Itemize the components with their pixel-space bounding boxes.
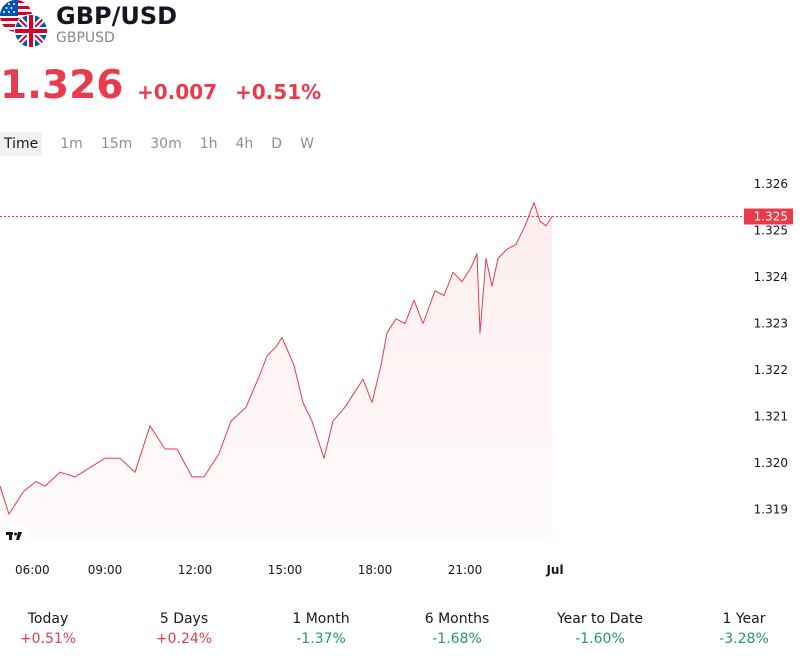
- y-tick-label: 1.320: [754, 456, 788, 470]
- period-label: 5 Days: [159, 611, 209, 627]
- uk-flag-icon: [15, 15, 47, 47]
- period-label: 1 Month: [292, 611, 350, 627]
- y-tick-label: 1.324: [754, 270, 788, 284]
- last-price-badge-label: 1.325: [754, 210, 788, 224]
- y-tick-label: 1.323: [754, 317, 788, 331]
- period-label: 1 Year: [722, 611, 766, 627]
- last-price: 1.326: [0, 63, 124, 108]
- tradingview-logo-icon[interactable]: [1, 523, 27, 549]
- change-absolute: +0.007: [137, 80, 218, 104]
- period-value: -1.60%: [575, 631, 625, 647]
- x-tick-label: 21:00: [448, 563, 483, 577]
- period-label: 6 Months: [424, 611, 490, 627]
- x-tick-label: 18:00: [358, 563, 393, 577]
- symbol-title: GBP/USD: [56, 2, 178, 30]
- performance-summary: Today +0.51% 5 Days +0.24% 1 Month -1.37…: [0, 608, 800, 656]
- symbol-header: GBP/USD GBPUSD: [0, 0, 800, 60]
- x-tick-label: 09:00: [88, 563, 123, 577]
- tab-d[interactable]: D: [271, 136, 283, 152]
- x-tick-label: 06:00: [15, 563, 50, 577]
- tab-15m[interactable]: 15m: [100, 136, 133, 152]
- period-1-year[interactable]: 1 Year -3.28%: [684, 608, 800, 648]
- period-6-months[interactable]: 6 Months -1.68%: [397, 608, 517, 648]
- tab-1m[interactable]: 1m: [60, 136, 83, 152]
- symbol-ticker: GBPUSD: [56, 30, 115, 46]
- x-tick-label: 15:00: [268, 563, 303, 577]
- tab-1h[interactable]: 1h: [199, 136, 218, 152]
- y-tick-label: 1.322: [754, 363, 788, 377]
- period-value: -1.37%: [296, 631, 346, 647]
- period-label: Today: [27, 611, 69, 627]
- y-axis: 1.319 1.320 1.321 1.322 1.323 1.324 1.325 1.326…: [744, 177, 793, 517]
- period-label: Year to Date: [556, 611, 644, 627]
- tab-w[interactable]: W: [300, 136, 314, 152]
- currency-flags: [0, 0, 50, 50]
- y-tick-label: 1.325: [754, 224, 788, 238]
- period-5-days[interactable]: 5 Days +0.24%: [124, 608, 244, 648]
- x-axis: 06:00 09:00 12:00 15:00 18:00 21:00 Jul: [15, 563, 564, 577]
- y-tick-label: 1.321: [754, 410, 788, 424]
- period-value: +0.24%: [155, 631, 213, 647]
- change-percent: +0.51%: [235, 80, 322, 104]
- period-value: +0.51%: [19, 631, 77, 647]
- y-tick-label: 1.319: [754, 503, 788, 517]
- last-price-badge: [744, 208, 793, 225]
- period-value: -3.28%: [719, 631, 769, 647]
- area-fill: [0, 202, 552, 542]
- price-line: [0, 202, 553, 515]
- period-1-month[interactable]: 1 Month -1.37%: [261, 608, 381, 648]
- period-today[interactable]: Today +0.51%: [0, 608, 108, 648]
- x-tick-label: Jul: [545, 563, 563, 577]
- period-value: -1.68%: [432, 631, 482, 647]
- x-tick-label: 12:00: [178, 563, 213, 577]
- interval-tabs: Time 1m 15m 30m 1h 4h D W: [0, 132, 324, 158]
- tab-30m[interactable]: 30m: [150, 136, 182, 152]
- tab-4h[interactable]: 4h: [235, 136, 254, 152]
- period-year-to-date[interactable]: Year to Date -1.60%: [540, 608, 660, 648]
- tab-time[interactable]: Time: [0, 132, 43, 156]
- chart-area: [0, 202, 744, 542]
- y-tick-label: 1.326: [754, 177, 788, 191]
- price-chart[interactable]: 1.319 1.320 1.321 1.322 1.323 1.324 1.325 1.326…: [0, 170, 800, 590]
